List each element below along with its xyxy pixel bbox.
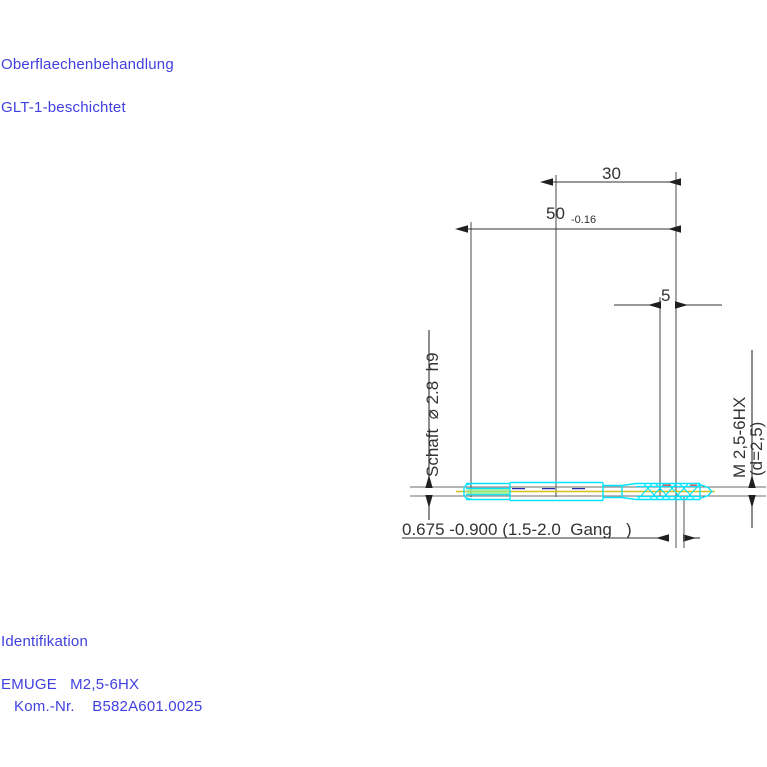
neck-step <box>602 482 623 501</box>
thread-pitch-diameter-label: (d=2,5) <box>747 421 766 476</box>
thread-depth-note-leader <box>402 497 700 548</box>
thread-helix-lines <box>637 483 701 500</box>
shank-end-cap <box>463 482 473 501</box>
surface-treatment-heading: Oberflaechenbehandlung <box>1 56 174 73</box>
identification-heading: Identifikation <box>1 633 89 650</box>
thread-designation-label: M 2,5-6HX <box>730 396 749 478</box>
surface-treatment-value: GLT-1-beschichtet <box>1 99 126 116</box>
square-shank <box>466 482 511 501</box>
dimension-50-label: 50 <box>546 204 565 223</box>
shank-diameter-label: Schaft ⌀ 2.8 h9 <box>423 352 442 477</box>
identification-line-2: Kom.-Nr. B582A601.0025 <box>14 698 203 715</box>
dimension-5-label: 5 <box>661 286 671 305</box>
cylindrical-shank <box>510 481 603 502</box>
dimension-50-tolerance: -0.16 <box>571 214 597 226</box>
dimension-30-label: 30 <box>602 164 621 183</box>
thread-tip <box>699 483 713 500</box>
identification-line-1: EMUGE M2,5-6HX <box>1 676 140 693</box>
thread-depth-note: 0.675 -0.900 (1.5-2.0 Gang ) <box>402 520 632 539</box>
tap-part-geometry <box>456 481 715 502</box>
square-shank-fill <box>467 489 509 495</box>
